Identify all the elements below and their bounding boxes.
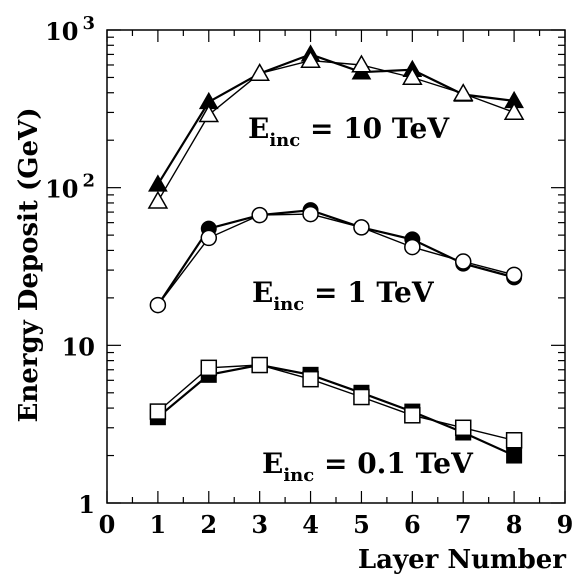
data-point: [302, 370, 319, 388]
data-point: [351, 54, 372, 73]
series-line: [157, 213, 515, 306]
x-tick-label: 9: [557, 510, 574, 539]
data-point: [404, 238, 421, 256]
data-point: [249, 62, 270, 81]
data-point: [353, 388, 370, 406]
series-open-square: [149, 356, 523, 449]
data-point: [503, 101, 525, 120]
data-point: [148, 174, 168, 192]
x-tick-label: 6: [404, 510, 421, 539]
x-tick-label: 7: [455, 510, 472, 539]
plot-frame: [106, 29, 566, 504]
annotation-layer: Einc = 10 TeV Einc = 1 TeV Einc = 0.1 TeV: [248, 112, 474, 486]
x-tick-label: 0: [99, 510, 116, 539]
data-point: [452, 83, 474, 102]
x-tick-labels: 0 1 2 3 4 5 6 7 8 9: [99, 510, 574, 539]
ticks-layer: [106, 29, 566, 504]
series-open-circle: [149, 205, 523, 314]
data-point: [147, 190, 169, 209]
annotation-10tev: Einc = 10 TeV: [248, 112, 450, 151]
data-point: [454, 253, 472, 270]
data-point: [505, 266, 523, 284]
series-layer: [147, 44, 525, 464]
data-point: [300, 50, 321, 69]
data-point: [454, 419, 472, 437]
x-tick-label: 8: [506, 510, 523, 539]
annotation-1tev: Einc = 1 TeV: [252, 276, 435, 315]
y-axis-label: Energy Deposit (GeV): [14, 107, 44, 422]
y-tick-label: 1: [78, 490, 95, 519]
data-point: [149, 296, 167, 314]
data-point: [353, 219, 370, 236]
series-line: [157, 363, 515, 457]
series-open-triangle: [147, 50, 525, 209]
series-line: [157, 59, 515, 202]
data-point: [200, 229, 218, 247]
x-tick-label: 1: [150, 510, 167, 539]
data-point: [506, 447, 523, 464]
x-axis-label: Layer Number: [358, 545, 566, 575]
data-point: [251, 356, 268, 374]
data-point: [198, 104, 220, 123]
series-line: [157, 364, 515, 441]
y-tick-label: 10 2: [45, 171, 95, 204]
y-tick-label: 10: [62, 332, 95, 361]
data-point: [149, 403, 167, 420]
x-tick-label: 5: [353, 510, 370, 539]
y-tick-label: 10 3: [45, 13, 95, 46]
x-tick-label: 2: [200, 510, 217, 539]
data-point: [200, 359, 218, 377]
annotation-01tev: Einc = 0.1 TeV: [262, 447, 474, 486]
x-tick-label: 4: [302, 510, 319, 539]
data-point: [404, 407, 421, 424]
data-point: [505, 432, 523, 449]
data-point: [402, 66, 423, 85]
data-point: [302, 205, 319, 223]
data-point: [251, 206, 268, 224]
x-tick-label: 3: [251, 510, 268, 539]
